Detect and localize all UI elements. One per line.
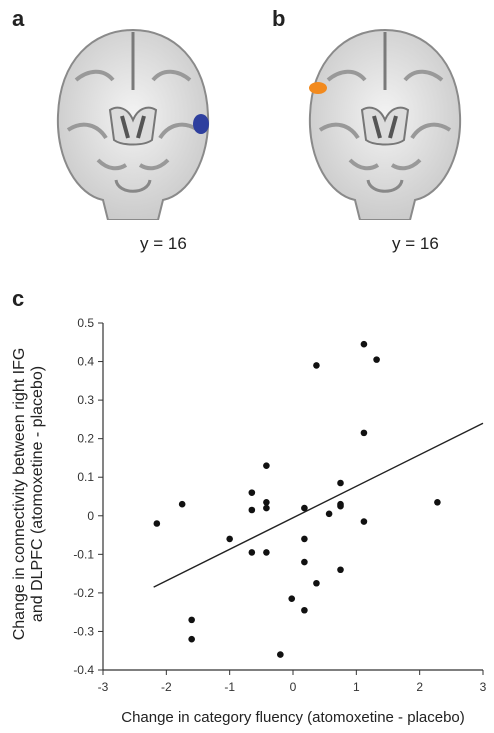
panel-c-letter: c <box>12 286 25 311</box>
data-point <box>301 535 308 543</box>
y-tick-label: -0.3 <box>73 624 94 638</box>
scatter-chart: Change in connectivity between right IFG… <box>11 316 487 726</box>
data-point <box>153 520 161 527</box>
x-axis-label: Change in category fluency (atomoxetine … <box>121 709 465 726</box>
y-axis-label-line1: Change in connectivity between right IFG <box>11 348 28 641</box>
regression-line <box>153 422 484 588</box>
data-point <box>263 498 270 506</box>
x-tick-label: -1 <box>224 680 235 694</box>
panel-b-letter: b <box>272 6 286 31</box>
x-tick-label: -2 <box>161 680 172 694</box>
y-tick-label: -0.1 <box>73 547 94 561</box>
brain-slice-a <box>56 28 210 220</box>
data-point <box>277 651 284 658</box>
data-point <box>248 549 256 556</box>
y-tick-label: 0.2 <box>77 432 94 446</box>
data-point <box>188 616 195 624</box>
activation-blob-orange <box>309 82 327 94</box>
x-tick-label: 2 <box>416 680 423 694</box>
data-point <box>337 502 344 510</box>
y-axis-label-line2: and DLPFC (atomoxetine - placebo) <box>29 366 46 622</box>
y-tick-label: 0.5 <box>77 316 94 330</box>
data-point <box>248 489 256 496</box>
data-point <box>263 462 270 469</box>
data-point <box>313 362 320 369</box>
data-point <box>301 606 308 614</box>
y-tick-label: 0.1 <box>77 470 94 484</box>
data-point <box>301 558 308 566</box>
data-point <box>325 510 333 518</box>
data-point <box>313 579 320 587</box>
data-point <box>188 635 195 643</box>
x-tick-label: -3 <box>98 680 109 694</box>
y-tick-label: 0.3 <box>77 393 94 407</box>
data-point <box>178 500 186 508</box>
data-point <box>301 504 308 512</box>
data-point <box>360 518 368 525</box>
y-tick-label: -0.4 <box>73 663 94 677</box>
activation-blob-blue <box>193 114 209 134</box>
panel-a-letter: a <box>12 6 25 31</box>
data-point <box>360 340 368 348</box>
data-point <box>337 479 344 487</box>
data-point <box>360 429 368 437</box>
data-point <box>373 356 380 363</box>
slice-b-label: y = 16 <box>392 234 439 253</box>
data-point <box>263 504 270 512</box>
data-point <box>288 595 296 602</box>
data-point <box>337 566 344 574</box>
x-tick-label: 3 <box>480 680 487 694</box>
x-tick-label: 1 <box>353 680 360 694</box>
data-point <box>226 535 233 543</box>
y-tick-label: 0.4 <box>77 355 94 369</box>
x-tick-label: 0 <box>290 680 297 694</box>
data-point <box>434 498 441 506</box>
y-tick-label: -0.2 <box>73 586 94 600</box>
slice-a-label: y = 16 <box>140 234 187 253</box>
data-point <box>248 506 256 514</box>
brain-slice-b <box>308 28 462 220</box>
y-tick-label: 0 <box>87 509 94 523</box>
data-point <box>263 549 270 556</box>
